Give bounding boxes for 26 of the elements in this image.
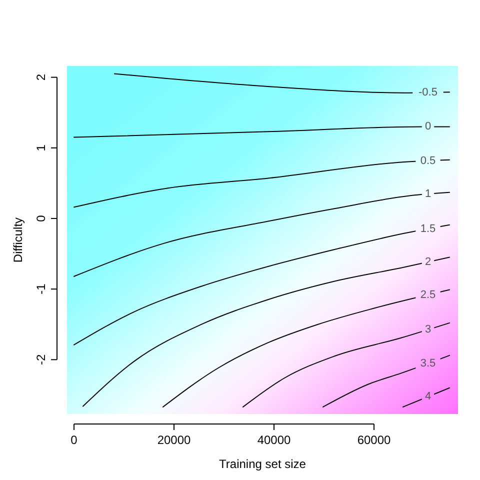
- line-series: [82, 256, 450, 407]
- x-axis-title: Training set size: [219, 457, 306, 471]
- y-tick-label: 1: [34, 144, 48, 152]
- x-tick-label: 20000: [157, 433, 192, 447]
- line-series: [162, 289, 450, 408]
- y-tick-label: 0: [34, 214, 48, 222]
- series-label: 2: [424, 256, 432, 268]
- series-label: 1.5: [420, 222, 436, 235]
- series-label: -0.5: [418, 86, 438, 98]
- y-tick-label: 2: [34, 74, 48, 81]
- y-tick-label: -1: [34, 283, 48, 294]
- line-series: [74, 224, 450, 346]
- series-label: 1: [424, 188, 432, 200]
- x-tick-label: 0: [70, 433, 78, 447]
- line-series: [322, 354, 450, 408]
- series-label: 3.5: [420, 357, 436, 370]
- y-tick-label: -2: [34, 354, 48, 365]
- x-tick-label: 40000: [257, 433, 292, 447]
- y-axis-title: Difficulty: [11, 217, 25, 263]
- line-series: [242, 322, 450, 408]
- series-label: 2.5: [420, 289, 436, 302]
- series-label: 0.5: [420, 154, 436, 167]
- series-label: 0: [424, 120, 432, 133]
- series-label: 3: [424, 324, 432, 336]
- series-label: 4: [424, 390, 432, 403]
- x-tick-label: 60000: [357, 433, 392, 447]
